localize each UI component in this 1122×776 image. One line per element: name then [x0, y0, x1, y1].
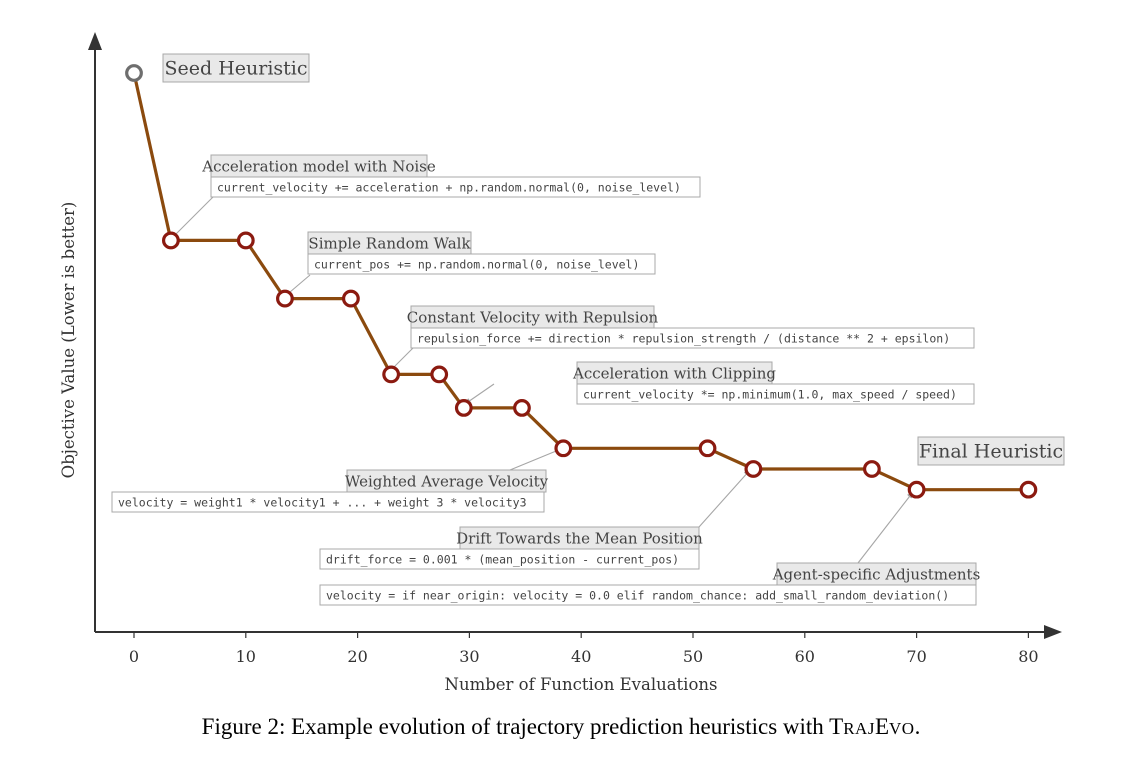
annotation-title: Constant Velocity with Repulsion: [407, 309, 659, 327]
annotations: Seed Heuristic Acceleration model with No…: [111, 53, 1065, 606]
data-point: [236, 231, 255, 250]
method-name-vo: VO: [889, 719, 915, 738]
annotation-leader-arrow: [509, 448, 562, 471]
annotation-title: Weighted Average Velocity: [345, 473, 549, 491]
annotation-code-box: [307, 253, 656, 275]
evolution-chart: 0 10 20 30 40 50 60 70 80 Number of Function Eval…: [59, 32, 1065, 694]
annotation-title: Acceleration with Clipping: [572, 365, 776, 383]
annotation-code: repulsion_force += direction * repulsion…: [417, 332, 950, 346]
annotation-code: current_pos += np.random.normal(0, noise…: [314, 258, 639, 272]
x-tick-label: 20: [347, 647, 367, 666]
data-point: [161, 231, 180, 250]
annotation-code: current_velocity *= np.minimum(1.0, max_…: [583, 388, 957, 402]
annotation-code-box: [111, 491, 545, 513]
x-tick-label: 10: [236, 647, 256, 666]
annotation-code: current_velocity += acceleration + np.ra…: [217, 181, 681, 195]
annotation-title: Agent-specific Adjustments: [772, 566, 981, 584]
y-axis-arrow: [88, 32, 102, 50]
annotation-code: drift_force = 0.001 * (mean_position - c…: [326, 553, 679, 567]
x-tick-label: 30: [459, 647, 479, 666]
method-name-t: T: [829, 714, 844, 739]
axes: 0 10 20 30 40 50 60 70 80 Number of Function Eval…: [59, 32, 1062, 694]
method-name: TRAJEVO: [829, 714, 914, 739]
annotation-4: Constant Velocity with Repulsion repulsio…: [407, 305, 975, 349]
annotation-3: Simple Random Walk current_pos += np.rand…: [307, 231, 656, 275]
annotation-code: velocity = weight1 * velocity1 + ... + w…: [118, 496, 527, 510]
data-point: [744, 460, 763, 478]
annotation-code: velocity = if near_origin: velocity = 0.…: [326, 589, 949, 603]
series-heuristic-evolution: [125, 64, 1038, 499]
annotation-6: Weighted Average Velocity velocity = weig…: [111, 469, 549, 513]
annotation-title: Simple Random Walk: [308, 235, 471, 253]
x-tick-label: 80: [1018, 647, 1038, 666]
x-tick-label: 60: [795, 647, 815, 666]
data-point: [907, 480, 926, 499]
annotation-title: Drift Towards the Mean Position: [456, 530, 703, 548]
annotation-title-box: [917, 436, 1065, 466]
data-point: [276, 289, 294, 308]
data-point: [862, 460, 881, 478]
annotation-9: Final Heuristic: [917, 436, 1065, 466]
x-tick-label: 50: [683, 647, 703, 666]
annotation-code-box: [319, 584, 977, 606]
data-point: [513, 399, 531, 417]
data-point: [698, 439, 717, 458]
annotation-7: Drift Towards the Mean Position drift_for…: [319, 526, 703, 570]
x-tick-label: 0: [129, 647, 139, 666]
annotation-title: Final Heuristic: [919, 441, 1063, 463]
annotation-title-box: [162, 53, 310, 83]
annotation-title: Acceleration model with Noise: [201, 158, 436, 176]
y-axis-label: Objective Value (Lower is better): [59, 202, 78, 479]
annotation-leader-arrow: [698, 469, 751, 528]
series-line: [132, 72, 1029, 492]
caption-text: Figure 2: Example evolution of trajector…: [201, 714, 830, 739]
annotation-code-box: [410, 327, 975, 349]
method-name-raj: RAJ: [843, 719, 875, 738]
x-axis-label: Number of Function Evaluations: [445, 675, 718, 694]
data-point: [430, 365, 449, 384]
data-point: [554, 439, 573, 458]
annotation-leader-arrow: [857, 491, 914, 564]
annotation-5: Acceleration with Clipping current_veloci…: [572, 361, 975, 405]
annotation-8: Agent-specific Adjustments velocity = if …: [319, 562, 981, 606]
seed-point: [125, 64, 143, 82]
annotation-leaders: [171, 196, 914, 564]
x-tick-label: 70: [906, 647, 926, 666]
annotation-leader-arrow: [171, 196, 214, 239]
data-point: [341, 289, 360, 308]
data-point: [382, 365, 401, 384]
data-point: [454, 399, 473, 417]
annotation-code-box: [319, 548, 700, 570]
data-point: [1019, 480, 1038, 499]
annotation-2: Acceleration model with Noise current_vel…: [201, 154, 701, 198]
annotation-1: Seed Heuristic: [162, 53, 310, 83]
annotation-code-box: [576, 383, 975, 405]
x-axis-arrow: [1044, 625, 1062, 639]
caption-period: .: [914, 714, 921, 739]
method-name-e: E: [874, 714, 889, 739]
annotation-title: Seed Heuristic: [164, 58, 307, 80]
annotation-code-box: [210, 176, 701, 198]
annotation-leader-arrow: [464, 383, 495, 405]
figure-caption: Figure 2: Example evolution of trajector…: [0, 714, 1122, 740]
x-tick-label: 40: [571, 647, 591, 666]
